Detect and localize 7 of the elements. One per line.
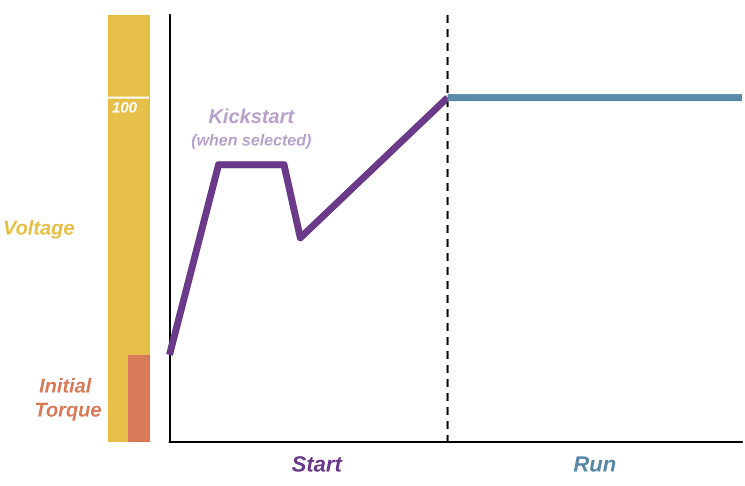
annotation: Kickstart: [208, 106, 296, 128]
text: Start: [292, 452, 344, 476]
y-axis-title: Voltage: [2, 218, 74, 240]
annotation: (when selected): [191, 132, 312, 150]
text: Initial Torque: [34, 375, 102, 422]
text: 100: [112, 100, 138, 117]
text: Run: [573, 452, 616, 476]
